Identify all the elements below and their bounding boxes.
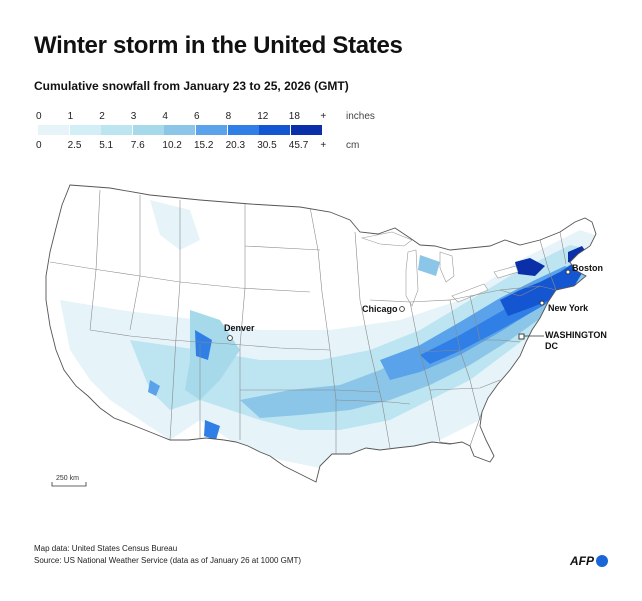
legend-inches-tick: 8 (225, 111, 232, 122)
footer-source: Source: US National Weather Service (dat… (34, 556, 302, 565)
legend-inches-tick: 12 (257, 111, 269, 122)
legend-swatch (227, 125, 259, 135)
snow-colorado-peaks (195, 330, 212, 360)
legend-inches-tick: 3 (130, 111, 137, 122)
legend-inches-tick: 0 (36, 111, 42, 122)
legend-swatch (259, 125, 291, 135)
city-label-denver: Denver (224, 323, 255, 333)
snowfall-legend: 0 1 2 3 4 6 8 12 18 + 0 2.5 5.1 7.6 10.2 15.2 20.3 30.5 4… (34, 111, 375, 155)
legend-cm-tick: 10.2 (162, 140, 182, 151)
footer-map-data: Map data: United States Census Bureau (34, 544, 178, 553)
newyork-marker (539, 300, 545, 306)
legend-cm-tick: 0 (36, 140, 42, 151)
washington-marker (518, 333, 525, 340)
legend-cm-tick: + (320, 140, 327, 151)
legend-inches-tick: 4 (162, 111, 168, 122)
legend-cm-unit: cm (346, 140, 360, 151)
legend-swatch (101, 125, 133, 135)
afp-logo-text: AFP (570, 554, 594, 568)
legend-cm-tick: 7.6 (130, 140, 145, 151)
legend-swatch (290, 125, 322, 135)
state-borders (49, 189, 567, 454)
snow-band-12-18in (500, 262, 585, 316)
legend-inches-tick: + (320, 111, 327, 122)
lake-huron (439, 251, 455, 283)
snow-newmexico-peaks (204, 420, 220, 440)
snow-band-18plus-ny (515, 258, 545, 276)
lake-michigan (405, 249, 419, 307)
lake-ontario (493, 265, 519, 279)
legend-cm-tick: 30.5 (257, 140, 277, 151)
chicago-marker (399, 306, 405, 312)
legend-swatch (196, 125, 227, 135)
legend-swatch (164, 125, 196, 135)
snow-montana (150, 200, 200, 250)
legend-inches-tick: 6 (194, 111, 200, 122)
legend-cm-tick: 45.7 (288, 140, 309, 151)
legend-inches-tick: 18 (288, 111, 300, 122)
legend-cm-tick: 15.2 (194, 140, 214, 151)
legend-inches-tick: 2 (99, 111, 105, 122)
denver-marker (227, 335, 233, 341)
scale-bar (51, 482, 87, 487)
legend-swatch (69, 125, 101, 135)
us-outline (45, 184, 597, 483)
boston-marker (565, 269, 571, 275)
city-label-chicago: Chicago (362, 304, 398, 314)
lake-superior (360, 231, 413, 247)
scale-bar-label: 250 km (56, 475, 79, 482)
city-label-boston: Boston (572, 263, 603, 273)
legend-cm-tick: 20.3 (225, 140, 246, 151)
map-subtitle: Cumulative snowfall from January 23 to 2… (34, 79, 349, 93)
legend-inches-unit: inches (346, 111, 375, 122)
snow-band-2-3in (130, 245, 595, 430)
legend-swatch (132, 125, 164, 135)
snow-michigan (418, 255, 440, 276)
city-label-washington: WASHINGTON (545, 330, 607, 340)
legend-cm-tick: 2.5 (67, 140, 82, 151)
snow-arizona (148, 380, 160, 396)
legend-cm-tick: 5.1 (99, 140, 114, 151)
snow-band-0-1in (60, 230, 596, 470)
city-label-dc: DC (545, 341, 558, 351)
map-title: Winter storm in the United States (34, 32, 403, 59)
snowfall-layer (60, 200, 596, 470)
legend-swatch (38, 125, 69, 135)
city-label-new-york: New York (548, 303, 589, 313)
legend-inches-tick: 1 (67, 111, 74, 122)
afp-logo-dot (596, 555, 608, 567)
